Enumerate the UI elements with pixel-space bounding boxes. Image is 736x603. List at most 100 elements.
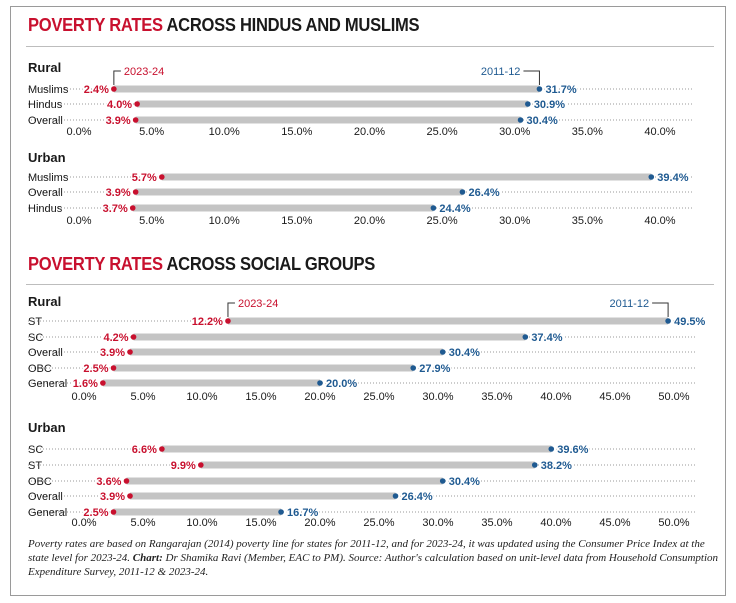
x-tick-label: 20.0% (304, 517, 335, 529)
x-tick-label: 25.0% (363, 391, 394, 403)
value-label-2011: 26.4% (468, 187, 499, 199)
x-tick-label: 15.0% (281, 215, 312, 227)
dot-2011 (317, 380, 323, 386)
category-label: OBC (28, 476, 52, 488)
x-tick-label: 50.0% (658, 391, 689, 403)
dot-2023 (110, 509, 117, 515)
dot-2011 (648, 174, 655, 180)
legend-label-2011: 2011-12 (481, 66, 521, 78)
x-tick-label: 10.0% (186, 517, 217, 529)
value-label-2023: 4.2% (103, 332, 128, 344)
dot-2023 (134, 101, 140, 107)
dot-2011 (536, 86, 543, 92)
value-label-2023: 4.0% (107, 99, 132, 111)
dot-2023 (129, 205, 136, 211)
dot-2023 (123, 478, 130, 484)
value-label-2023: 9.9% (171, 460, 196, 472)
category-label: Overall (28, 115, 63, 127)
panel-title: Rural (28, 294, 61, 309)
x-tick-label: 20.0% (304, 391, 335, 403)
x-tick-label: 20.0% (354, 126, 385, 138)
legend-leader-2011 (652, 302, 669, 317)
x-tick-label: 20.0% (354, 215, 385, 227)
x-tick-label: 0.0% (71, 391, 96, 403)
dot-2023 (127, 349, 133, 355)
category-label: ST (28, 316, 42, 328)
dot-2023 (127, 493, 133, 499)
dot-2011 (439, 478, 446, 484)
x-tick-label: 40.0% (644, 126, 675, 138)
x-tick-label: 35.0% (572, 126, 603, 138)
legend-leader-2023 (227, 302, 235, 317)
value-label-2023: 2.5% (83, 507, 108, 519)
category-label: Overall (28, 187, 63, 199)
dot-2023 (158, 174, 165, 180)
dot-2011 (531, 462, 538, 468)
value-label-2011: 27.9% (419, 363, 450, 375)
panel-title: Rural (28, 60, 61, 75)
dot-2023 (130, 334, 137, 340)
dot-2011 (410, 365, 417, 371)
dot-2011 (522, 334, 529, 340)
dot-2011 (278, 509, 284, 515)
value-label-2023: 5.7% (132, 172, 157, 184)
x-tick-label: 5.0% (130, 517, 155, 529)
x-tick-label: 10.0% (186, 391, 217, 403)
x-tick-label: 35.0% (572, 215, 603, 227)
value-label-2023: 3.9% (100, 491, 125, 503)
value-label-2023: 3.7% (103, 203, 128, 215)
value-label-2023: 3.9% (106, 115, 131, 127)
category-label: Overall (28, 491, 63, 503)
title-rest: ACROSS SOCIAL GROUPS (166, 254, 376, 274)
value-label-2023: 3.9% (100, 347, 125, 359)
x-tick-label: 25.0% (363, 517, 394, 529)
dot-2023 (132, 189, 139, 195)
value-label-2011: 16.7% (287, 507, 318, 519)
x-tick-label: 5.0% (139, 215, 164, 227)
dot-2023 (110, 365, 117, 371)
x-tick-label: 5.0% (139, 126, 164, 138)
x-tick-label: 0.0% (66, 215, 91, 227)
category-label: OBC (28, 363, 52, 375)
x-tick-label: 25.0% (427, 126, 458, 138)
section-title-social: POVERTY RATES ACROSS SOCIAL GROUPS (28, 254, 375, 275)
footnote-text: Poverty rates are based on Rangarajan (2… (28, 538, 705, 564)
footnote: Poverty rates are based on Rangarajan (2… (28, 537, 718, 579)
value-label-2011: 31.7% (545, 84, 576, 96)
x-tick-label: 40.0% (540, 517, 571, 529)
legend-leader-2011 (523, 70, 540, 85)
value-label-2023: 1.6% (73, 378, 98, 390)
x-tick-label: 15.0% (245, 391, 276, 403)
dot-2011 (392, 493, 399, 499)
value-label-2011: 30.9% (534, 99, 565, 111)
dot-2011 (439, 349, 446, 355)
value-label-2023: 12.2% (192, 316, 223, 328)
value-label-2011: 30.4% (449, 476, 480, 488)
x-tick-label: 30.0% (422, 517, 453, 529)
x-tick-label: 30.0% (499, 126, 530, 138)
legend-label-2011: 2011-12 (610, 298, 650, 310)
dot-2011 (517, 117, 524, 123)
value-label-2011: 20.0% (326, 378, 357, 390)
title-highlight: POVERTY RATES (28, 254, 163, 274)
x-tick-label: 15.0% (281, 126, 312, 138)
panel-title: Urban (28, 420, 66, 435)
dot-2023 (225, 318, 231, 324)
dot-2011 (459, 189, 466, 195)
dot-2023 (159, 446, 165, 452)
category-label: General (28, 507, 67, 519)
x-tick-label: 10.0% (209, 215, 240, 227)
value-label-2023: 2.4% (84, 84, 109, 96)
dot-2023 (132, 117, 139, 123)
dot-2023 (198, 462, 204, 468)
x-tick-label: 10.0% (209, 126, 240, 138)
category-label: Overall (28, 347, 63, 359)
legend-leader-2023 (113, 70, 121, 85)
title-divider (26, 284, 714, 285)
dot-2011 (430, 205, 437, 211)
x-tick-label: 30.0% (422, 391, 453, 403)
category-label: Muslims (28, 84, 69, 96)
chart-credit: Dr Shamika Ravi (Member, EAC to PM). Sou… (28, 552, 718, 578)
value-label-2023: 2.5% (83, 363, 108, 375)
